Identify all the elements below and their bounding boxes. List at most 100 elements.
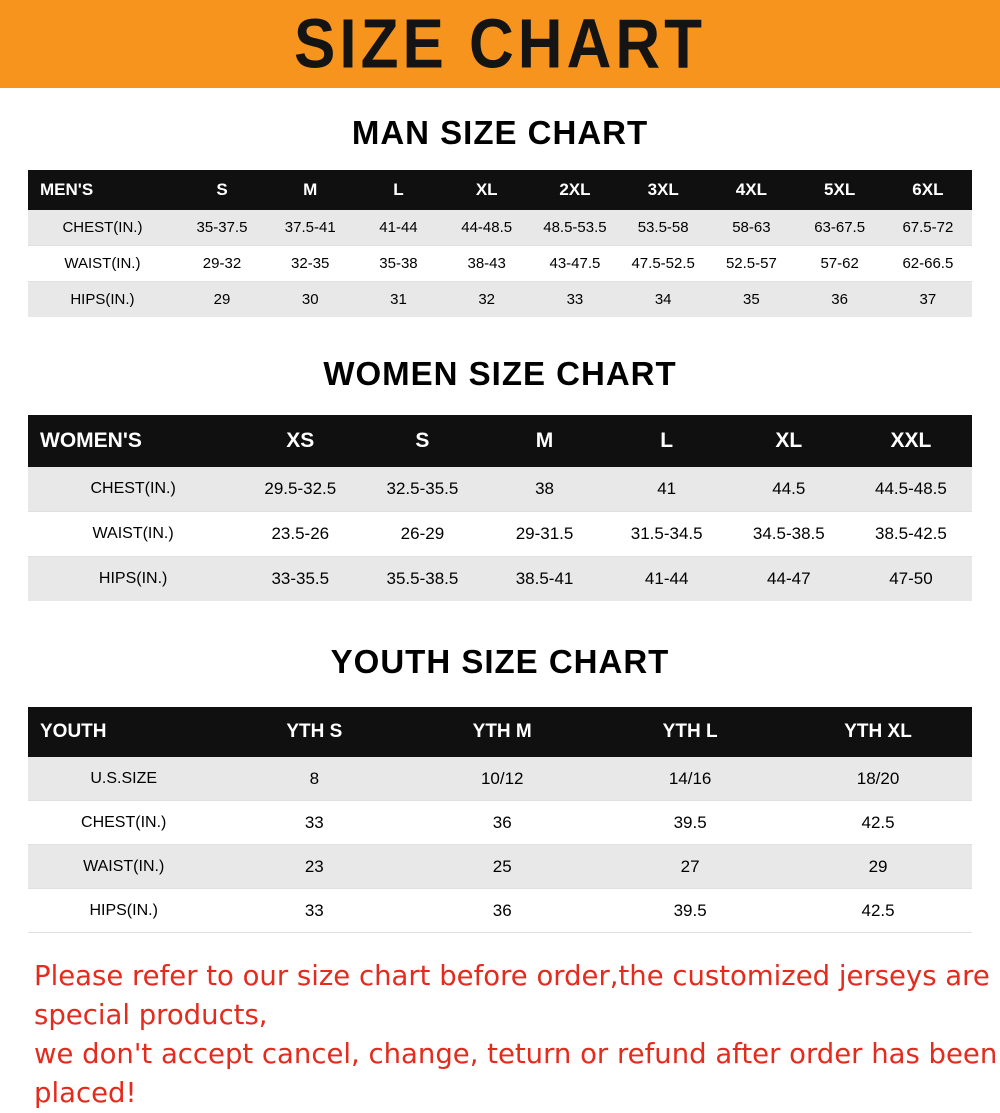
size-value-cell: 31 [390, 291, 407, 308]
table-row: U.S.SIZE 8 10/12 14/16 18/20 [28, 757, 972, 801]
size-value-cell: 29-32 [202, 255, 242, 272]
size-value-cell: 63-67.5 [814, 219, 866, 236]
youth-size-table: YOUTH YTH S YTH M YTH L YTH XL U.S.SIZE 8 10/12… [28, 707, 972, 933]
size-value-cell: 29.5-32.5 [264, 479, 337, 498]
column-header-cell: M [535, 429, 554, 452]
size-value-cell: 48.5-53.5 [543, 219, 607, 236]
size-value-cell: 53.5-58 [637, 219, 689, 236]
footer-disclaimer-line2: we don't accept cancel, change, teturn o… [34, 1038, 998, 1110]
size-value-cell: 47-50 [889, 569, 933, 588]
footer-disclaimer-line1: Please refer to our size chart before or… [34, 960, 990, 1032]
youth-section-title: YOUTH SIZE CHART [330, 643, 670, 680]
row-label-cell: WAIST(IN.) [83, 857, 165, 875]
size-value-cell: 8 [309, 768, 320, 788]
women-size-table: WOMEN'S XS S M L XL XXL CHEST(IN.) 29.5-32.5 32.5… [28, 415, 972, 601]
table-header-label: WOMEN'S [40, 429, 142, 452]
size-value-cell: 34.5-38.5 [752, 524, 825, 543]
size-value-cell: 25 [492, 856, 512, 876]
size-value-cell: 27 [680, 856, 700, 876]
column-header-cell: YTH L [662, 721, 718, 742]
column-header-cell: 3XL [647, 180, 679, 199]
women-section-title: WOMEN SIZE CHART [323, 355, 677, 392]
size-value-cell: 23.5-26 [271, 524, 330, 543]
row-label-cell: HIPS(IN.) [89, 901, 158, 919]
size-value-cell: 41-44 [644, 569, 689, 588]
column-header-cell: 2XL [559, 180, 591, 199]
table-row: HIPS(IN.) 33 36 39.5 42.5 [28, 888, 972, 933]
size-value-cell: 18/20 [856, 768, 900, 788]
table-row: HIPS(IN.) 29 30 31 32 33 34 35 36 37 [28, 281, 972, 317]
size-value-cell: 32.5-35.5 [386, 479, 459, 498]
size-value-cell: 36 [831, 291, 848, 308]
table-header-label: YOUTH [40, 721, 107, 742]
column-header-cell: 5XL [824, 180, 856, 199]
men-section-title: MAN SIZE CHART [351, 114, 649, 151]
table-row: WAIST(IN.) 23 25 27 29 [28, 844, 972, 889]
size-value-cell: 41 [657, 479, 677, 498]
men-size-table: MEN'S S M L XL 2XL 3XL 4XL 5XL 6XL CHEST(IN.) 35-37… [28, 170, 972, 317]
size-value-cell: 37 [919, 291, 937, 308]
table-header-label: MEN'S [40, 180, 94, 199]
size-value-cell: 38.5-41 [515, 569, 574, 588]
size-value-cell: 41-44 [379, 219, 418, 236]
size-value-cell: 33-35.5 [271, 569, 330, 588]
size-value-cell: 37.5-41 [284, 219, 336, 236]
size-value-cell: 29 [868, 856, 888, 876]
size-value-cell: 31.5-34.5 [630, 524, 703, 543]
size-value-cell: 42.5 [861, 812, 895, 832]
men-size-table-container: MEN'S S M L XL 2XL 3XL 4XL 5XL 6XL CHEST(IN.) 35-37… [28, 170, 972, 317]
column-header-cell: 4XL [735, 180, 767, 199]
row-label-cell: WAIST(IN.) [92, 525, 174, 542]
size-value-cell: 67.5-72 [902, 219, 954, 236]
size-value-cell: 29 [213, 291, 231, 308]
size-value-cell: 32 [478, 291, 496, 308]
column-header-cell: XL [775, 429, 803, 452]
table-header-row: YOUTH YTH S YTH M YTH L YTH XL [28, 707, 972, 757]
banner-title: SIZE CHART [294, 5, 706, 83]
row-label-cell: HIPS(IN.) [70, 291, 135, 308]
size-value-cell: 30 [301, 291, 319, 308]
size-value-cell: 39.5 [673, 812, 707, 832]
footer-disclaimer: Please refer to our size chart before or… [34, 957, 1000, 1113]
size-value-cell: 35-37.5 [196, 219, 248, 236]
size-value-cell: 23 [304, 856, 324, 876]
size-value-cell: 44-47 [767, 569, 811, 588]
table-row: WAIST(IN.) 29-32 32-35 35-38 38-43 43-47.5 47.… [28, 245, 972, 282]
size-value-cell: 32-35 [291, 255, 330, 272]
youth-size-table-container: YOUTH YTH S YTH M YTH L YTH XL U.S.SIZE 8 10/12… [28, 707, 972, 933]
column-header-cell: 6XL [912, 180, 944, 199]
size-value-cell: 42.5 [861, 900, 895, 920]
size-value-cell: 33 [304, 812, 324, 832]
size-chart-banner: SIZE CHART [0, 0, 1000, 88]
table-row: WAIST(IN.) 23.5-26 26-29 29-31.5 31.5-34.5 34… [28, 511, 972, 557]
size-value-cell: 62-66.5 [902, 255, 954, 272]
size-value-cell: 33 [304, 900, 324, 920]
column-header-cell: YTH XL [844, 721, 912, 742]
size-value-cell: 33 [566, 291, 584, 308]
table-header-row: MEN'S S M L XL 2XL 3XL 4XL 5XL 6XL [28, 170, 972, 210]
size-value-cell: 38.5-42.5 [875, 524, 947, 543]
column-header-cell: XS [286, 429, 315, 452]
column-header-cell: M [303, 180, 318, 199]
table-row: CHEST(IN.) 35-37.5 37.5-41 41-44 44-48.5 48.5… [28, 210, 972, 246]
column-header-cell: YTH M [472, 721, 532, 742]
size-value-cell: 35-38 [379, 255, 418, 272]
size-value-cell: 34 [654, 291, 672, 308]
size-value-cell: 38 [535, 479, 554, 498]
size-value-cell: 35.5-38.5 [386, 569, 459, 588]
column-header-cell: L [393, 180, 404, 199]
row-label-cell: CHEST(IN.) [62, 219, 143, 236]
table-header-row: WOMEN'S XS S M L XL XXL [28, 415, 972, 467]
row-label-cell: CHEST(IN.) [81, 813, 167, 831]
size-value-cell: 44.5 [772, 479, 806, 498]
row-label-cell: CHEST(IN.) [90, 480, 176, 497]
size-value-cell: 36 [492, 900, 512, 920]
size-value-cell: 52.5-57 [725, 255, 777, 272]
column-header-cell: S [216, 180, 228, 199]
size-value-cell: 29-31.5 [515, 524, 574, 543]
column-header-cell: XXL [890, 429, 932, 452]
size-value-cell: 57-62 [820, 255, 859, 272]
size-value-cell: 44.5-48.5 [875, 479, 947, 498]
row-label-cell: HIPS(IN.) [98, 570, 168, 587]
column-header-cell: L [660, 429, 674, 452]
